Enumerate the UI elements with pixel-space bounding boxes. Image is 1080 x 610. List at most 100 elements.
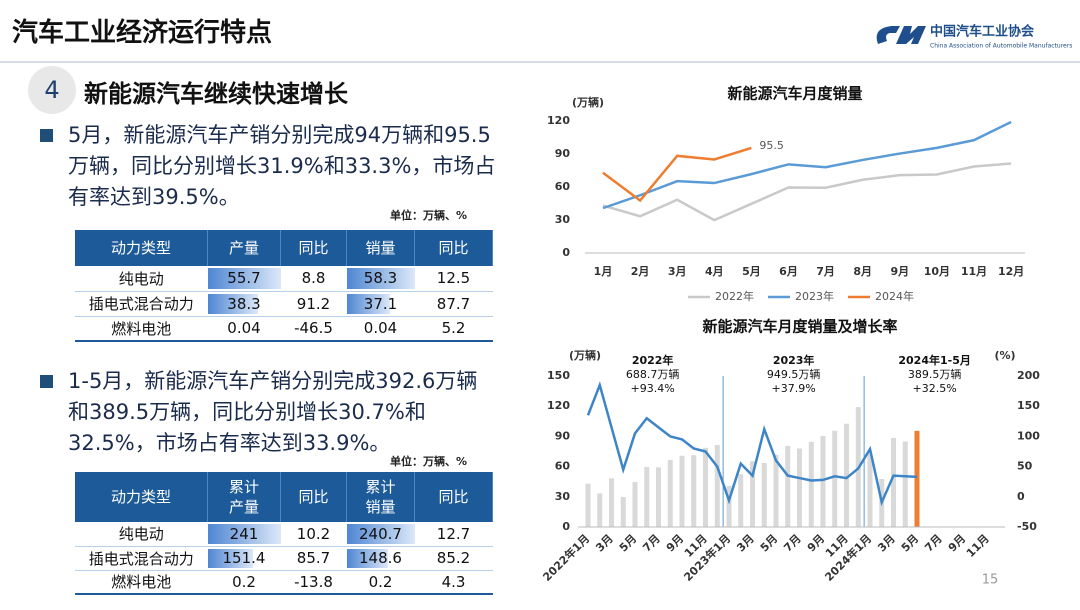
logo-icon	[876, 26, 926, 44]
bar	[738, 474, 744, 527]
bar	[832, 430, 838, 527]
bar	[761, 462, 767, 527]
cell-value: 55.7	[227, 269, 261, 288]
bar	[632, 482, 638, 527]
bar	[585, 483, 591, 527]
x-tick-label: 5月	[617, 532, 639, 554]
org-name: 中国汽车工业协会	[930, 24, 1035, 40]
table-cell: 12.5	[414, 266, 493, 292]
table-cell: 87.7	[414, 291, 493, 317]
x-tick-label: 12月	[998, 265, 1024, 278]
data-label: 95.5	[759, 139, 784, 152]
cell-bar	[207, 548, 254, 568]
cell-value: 0.2	[368, 572, 393, 591]
column-header: 动力类型	[75, 230, 208, 266]
x-tick-label: 1月	[594, 265, 613, 278]
bar	[597, 493, 603, 527]
header-row: 动力类型 产量 同比 销量 同比	[75, 230, 493, 266]
x-tick-label: 11月	[961, 265, 987, 278]
table-cell: 148.6	[346, 546, 415, 571]
bullet-text: 1-5月，新能源汽车产销分别完成392.6万辆和389.5万辆，同比分别增长30…	[68, 369, 478, 455]
cell-value: 37.1	[363, 294, 398, 313]
x-tick-label: 7月	[922, 532, 944, 554]
legend-label: 2023年	[795, 289, 834, 303]
y-tick-label: 60	[555, 180, 571, 193]
table-row: 纯电动 55.7 8.8 58.3 12.5	[75, 266, 493, 292]
table-row: 插电式混合动力 38.3 91.2 37.1 87.7	[75, 291, 493, 317]
annotation: 949.5万辆	[767, 367, 821, 381]
x-tick-label: 5月	[742, 265, 761, 278]
table-row: 纯电动 241 10.2 240.7 12.7	[75, 522, 493, 547]
table-cell: 燃料电池	[75, 316, 208, 342]
cell-value: 0.2	[232, 572, 256, 591]
x-tick-label: 2月	[631, 265, 650, 278]
table-cell: 241	[207, 522, 281, 547]
bullet-text: 5月，新能源汽车产销分别完成94万辆和95.5万辆，同比分别增长31.9%和33…	[68, 123, 496, 209]
column-header: 累计 销量	[346, 472, 415, 522]
y2-tick-label: 50	[1017, 460, 1033, 473]
bar	[667, 459, 673, 527]
table-cell: 0.2	[346, 570, 415, 595]
chart-title: 新能源汽车月度销量	[727, 85, 862, 103]
column-header: 累计 产量	[207, 472, 281, 522]
x-tick-label: 3月	[668, 265, 687, 278]
column-header: 同比	[414, 472, 493, 522]
annotation: 389.5万辆	[908, 367, 962, 381]
annotation: 2023年	[773, 353, 815, 367]
x-tick-label: 10月	[924, 265, 950, 278]
table-row: 插电式混合动力 151.4 85.7 148.6 85.2	[75, 546, 493, 571]
cell-value: 58.3	[363, 269, 398, 288]
y2-tick-label: 200	[1017, 369, 1040, 382]
line-series	[602, 120, 1012, 210]
section-badge	[28, 66, 76, 114]
x-tick-label: 5月	[899, 532, 921, 554]
x-tick-label: 11月	[964, 532, 992, 560]
line-series	[602, 162, 1012, 222]
data-table: 动力类型 产量 同比 销量 同比 纯电动 55.7 8.8 58.3 12.5 插电式混合动力 38.…	[75, 230, 493, 342]
bar	[844, 423, 849, 527]
table-cell: -46.5	[280, 316, 347, 342]
x-tick-label: 2022年1月	[540, 531, 593, 584]
table-cell: 8.8	[280, 266, 347, 292]
table-cell: 0.04	[207, 316, 281, 342]
x-tick-label: 7月	[640, 532, 662, 554]
y-axis-label: (万辆)	[569, 348, 601, 362]
cell-bar	[207, 524, 281, 544]
x-tick-label: 5月	[758, 532, 780, 554]
chart-title: 新能源汽车月度销量及增长率	[702, 318, 897, 336]
y-tick-label: 0	[562, 520, 570, 533]
bar	[644, 467, 650, 527]
x-tick-label: 8月	[853, 265, 872, 278]
table-cell: 55.7	[207, 266, 281, 292]
y-tick-label: 90	[555, 429, 571, 442]
x-tick-label: 6月	[779, 265, 798, 278]
bar	[785, 445, 791, 527]
cell-bar	[346, 548, 389, 568]
bar	[820, 435, 826, 527]
table-cell: 插电式混合动力	[75, 291, 208, 317]
table-cell: 12.7	[414, 522, 493, 547]
x-tick-label: 7月	[781, 532, 803, 554]
cell-value: 240.7	[359, 524, 402, 543]
cell-value: 151.4	[222, 549, 266, 567]
line-series	[586, 381, 918, 507]
table-cell: 58.3	[346, 266, 415, 292]
y2-tick-label: 150	[1017, 399, 1040, 412]
bar	[902, 441, 908, 527]
section-number: 4	[44, 76, 59, 104]
data-table: 动力类型 累计 产量 同比 累计 销量 同比 纯电动 241 10.2 240.7 12.7 插电式…	[75, 472, 493, 595]
y2-axis-label: (%)	[994, 349, 1015, 362]
legend-label: 2024年	[875, 289, 914, 303]
x-tick-label: 3月	[734, 532, 756, 554]
table-row: 燃料电池 0.04 -46.5 0.04 5.2	[75, 316, 493, 342]
table-row: 燃料电池 0.2 -13.8 0.2 4.3	[75, 570, 493, 595]
legend-label: 2022年	[715, 289, 754, 303]
table-cell: 91.2	[280, 291, 347, 317]
table-cell: 5.2	[414, 316, 493, 342]
bar	[808, 441, 814, 527]
bar	[656, 467, 661, 527]
line-series	[602, 146, 752, 203]
y-tick-label: 60	[555, 460, 571, 473]
column-header: 产量	[207, 230, 281, 266]
y-tick-label: 30	[555, 213, 571, 226]
